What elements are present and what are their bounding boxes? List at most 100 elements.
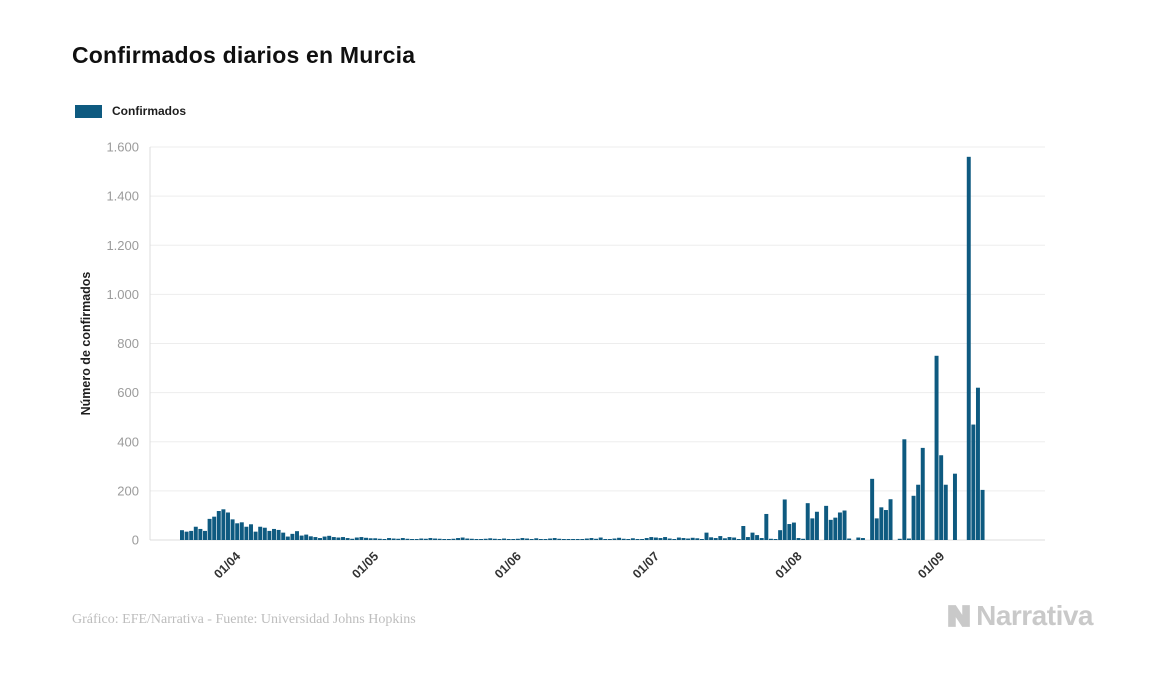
bar [672, 539, 677, 540]
bar [299, 535, 304, 540]
bar [589, 538, 594, 541]
bar [580, 539, 585, 540]
bar [571, 539, 576, 540]
bar [718, 536, 723, 540]
x-tick-label: 01/05 [349, 549, 381, 581]
bar [727, 537, 732, 540]
bar [331, 537, 336, 540]
bar [258, 526, 263, 540]
bar [442, 539, 447, 540]
bar [207, 518, 212, 540]
bar [916, 484, 921, 540]
y-tick-label: 1.000 [106, 287, 139, 302]
bar [552, 538, 557, 541]
bar [828, 519, 833, 540]
bar [750, 532, 755, 540]
bar [520, 538, 525, 541]
bar [423, 538, 428, 540]
bar [276, 529, 281, 540]
bar [497, 539, 502, 540]
bar [640, 539, 645, 540]
bar [814, 511, 819, 540]
narrativa-logo: Narrativa [946, 600, 1093, 632]
bar-chart: 0 200 400 600 800 1.000 1.200 1.400 1.600 01/04 01… [60, 135, 1060, 605]
bar [888, 499, 893, 540]
bar [446, 539, 451, 540]
bar-chart-svg: 0 200 400 600 800 1.000 1.200 1.400 1.600 01/04 01… [79, 140, 1045, 581]
bar [934, 355, 939, 540]
bar [971, 424, 976, 540]
bar [502, 538, 507, 540]
bar [483, 538, 488, 540]
bar [400, 538, 405, 541]
bar [681, 538, 686, 541]
bar [373, 538, 378, 540]
bar [732, 537, 737, 540]
bar [428, 538, 433, 541]
bar [364, 537, 368, 540]
bar [791, 522, 796, 540]
bar [920, 447, 925, 540]
bar [538, 539, 543, 540]
bar [350, 538, 355, 540]
bar [755, 535, 760, 540]
bar [304, 534, 309, 540]
bar [764, 513, 769, 540]
bar [391, 538, 396, 540]
bar [216, 511, 221, 540]
bar [699, 539, 704, 540]
bar [966, 156, 971, 540]
bar [405, 538, 410, 540]
bar [773, 539, 778, 540]
legend: Confirmados [75, 104, 186, 118]
bar [939, 455, 944, 540]
x-tick-label: 01/08 [773, 549, 805, 581]
bar [336, 537, 341, 540]
bar [902, 439, 907, 540]
bar [488, 538, 493, 540]
bar [341, 537, 345, 540]
bar [474, 539, 479, 540]
bar [414, 539, 419, 540]
bar [810, 518, 815, 540]
bar [354, 537, 359, 540]
bar [598, 537, 603, 540]
bar [663, 537, 668, 540]
narrativa-logo-text: Narrativa [976, 600, 1093, 631]
bar [515, 538, 520, 540]
y-tick-label: 1.200 [106, 238, 139, 253]
bar [382, 539, 387, 540]
bar [745, 537, 750, 540]
bar [695, 538, 700, 540]
bar [327, 535, 332, 540]
bar [557, 538, 562, 540]
bar [511, 539, 516, 540]
bar [281, 532, 286, 540]
x-tick-label: 01/06 [492, 549, 524, 581]
bar [262, 527, 267, 540]
bar [617, 537, 622, 540]
bar [566, 539, 571, 540]
bar [239, 522, 244, 540]
bar [529, 539, 534, 540]
bar [612, 538, 617, 540]
bar [952, 473, 957, 540]
bar [451, 538, 456, 540]
bar [778, 530, 783, 541]
bar [911, 495, 916, 540]
bar [667, 538, 672, 540]
bar [704, 532, 709, 540]
bar [736, 539, 741, 540]
y-tick-label: 600 [117, 385, 139, 400]
bar [548, 538, 553, 540]
bar [189, 530, 194, 540]
bar [253, 531, 258, 540]
legend-label: Confirmados [112, 104, 187, 118]
bar [561, 539, 566, 540]
bar [230, 519, 235, 540]
bar [221, 509, 226, 540]
bar [235, 523, 240, 540]
bar [649, 537, 654, 540]
bar [782, 499, 787, 540]
bar [203, 530, 207, 540]
